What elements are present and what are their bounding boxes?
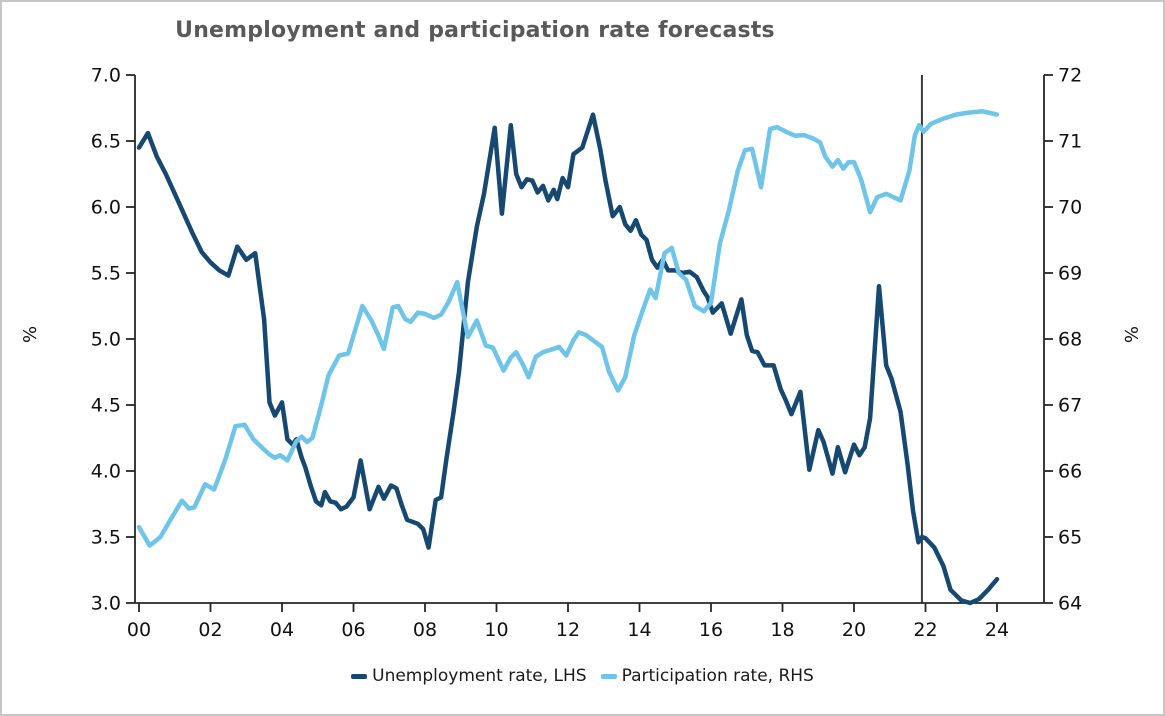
- unemployment-rate-line: [136, 112, 1000, 606]
- legend-label: Unemployment rate, LHS: [372, 666, 587, 686]
- left-axis-tick-label: 3.5: [91, 527, 121, 549]
- x-axis-tick-label: 16: [699, 619, 723, 641]
- right-axis-tick-label: 65: [1058, 527, 1082, 549]
- chart-title: Unemployment and participation rate fore…: [175, 18, 775, 43]
- x-axis-tick-label: 20: [842, 619, 866, 641]
- left-axis-tick-label: 7.0: [91, 65, 121, 87]
- x-axis-tick-label: 10: [484, 619, 508, 641]
- legend-item-participation: Participation rate, RHS: [600, 666, 814, 686]
- x-axis-tick-label: 08: [413, 619, 437, 641]
- x-axis-tick-label: 24: [985, 619, 1009, 641]
- x-axis-tick-label: 02: [198, 619, 222, 641]
- x-axis-tick-label: 14: [627, 619, 651, 641]
- left-axis-tick-label: 4.0: [91, 461, 121, 483]
- x-axis-tick-label: 18: [770, 619, 794, 641]
- right-axis-tick-label: 66: [1058, 461, 1082, 483]
- right-axis-tick-label: 67: [1058, 395, 1082, 417]
- x-axis-tick-label: 00: [127, 619, 151, 641]
- legend-item-unemployment: Unemployment rate, LHS: [351, 666, 587, 686]
- x-axis-tick-label: 22: [913, 619, 937, 641]
- left-axis-tick-label: 5.5: [91, 263, 121, 285]
- legend-label: Participation rate, RHS: [621, 666, 814, 686]
- participation-line-swatch-icon: [600, 673, 617, 679]
- unemployment-line-swatch-icon: [351, 673, 368, 679]
- x-axis-tick-label: 12: [556, 619, 580, 641]
- chart-legend: Unemployment rate, LHS Participation rat…: [2, 666, 1163, 686]
- right-axis-tick-label: 69: [1058, 263, 1082, 285]
- x-axis-tick-label: 06: [341, 619, 365, 641]
- left-axis-tick-label: 6.5: [91, 131, 121, 153]
- right-axis-tick-label: 68: [1058, 329, 1082, 351]
- right-axis-tick-label: 72: [1058, 65, 1082, 87]
- left-axis-tick-label: 6.0: [91, 197, 121, 219]
- right-axis-tick-label: 71: [1058, 131, 1082, 153]
- participation-rate-line: [136, 109, 1000, 548]
- x-axis-tick-label: 04: [270, 619, 294, 641]
- left-axis-tick-label: 4.5: [91, 395, 121, 417]
- left-axis-tick-label: 5.0: [91, 329, 121, 351]
- left-axis-tick-label: 3.0: [91, 593, 121, 615]
- right-axis-tick-label: 64: [1058, 593, 1082, 615]
- right-axis-tick-label: 70: [1058, 197, 1082, 219]
